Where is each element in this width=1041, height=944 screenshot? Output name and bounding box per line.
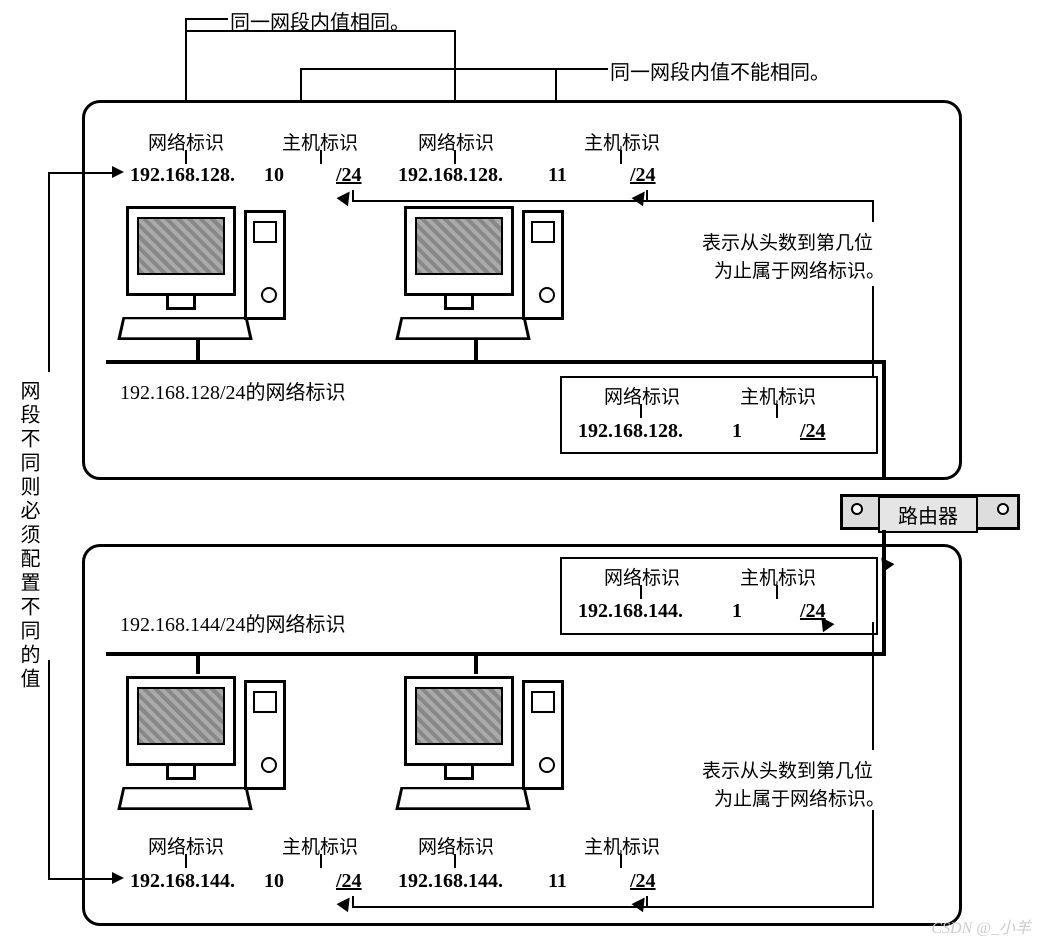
bits-note-1: 表示从头数到第几位 [702, 228, 873, 255]
conn-line [352, 896, 354, 906]
label-host-id: 主机标识 [584, 832, 660, 859]
ip-net: 192.168.128. [130, 164, 235, 187]
pc-icon [126, 206, 286, 361]
conn-line [776, 585, 778, 599]
conn-line [300, 68, 608, 70]
note-diff-value: 同一网段内值不能相同。 [610, 56, 830, 85]
conn-line [352, 190, 354, 200]
net-bus-1 [106, 360, 886, 364]
conn-line [620, 150, 622, 164]
pc-icon [404, 206, 564, 361]
pc-icon [404, 676, 564, 831]
drop [882, 530, 886, 654]
conn-line [640, 585, 642, 599]
watermark: CSDN @_小羊 [931, 914, 1031, 938]
drop [196, 340, 200, 362]
conn-line [454, 150, 456, 164]
label-host-id: 主机标识 [740, 563, 816, 590]
ip-host: 1 [732, 420, 742, 443]
conn-line [48, 172, 50, 372]
conn-line [185, 854, 187, 868]
ip-net: 192.168.128. [578, 420, 683, 443]
conn-line [48, 878, 114, 880]
conn-line [620, 854, 622, 868]
ip-host: 10 [264, 870, 284, 893]
drop [196, 652, 200, 674]
conn-line [872, 810, 874, 906]
conn-line [352, 200, 874, 202]
ip-host: 11 [548, 870, 567, 893]
label-net-id: 网络标识 [418, 128, 494, 155]
arrow [112, 166, 124, 178]
label-net-id: 网络标识 [418, 832, 494, 859]
subnet1-desc: 192.168.128/24的网络标识 [120, 376, 346, 405]
bits-note-1b: 为止属于网络标识。 [714, 256, 885, 283]
conn-line [776, 404, 778, 418]
conn-line [872, 200, 874, 222]
conn-line [640, 404, 642, 418]
conn-line [48, 660, 50, 880]
bits-note-2b: 为止属于网络标识。 [714, 784, 885, 811]
conn-line [48, 172, 114, 174]
ip-host: 11 [548, 164, 567, 187]
ip-net: 192.168.144. [578, 600, 683, 623]
label-host-id: 主机标识 [584, 128, 660, 155]
drop [882, 360, 886, 480]
conn-line [646, 190, 648, 200]
label-net-id: 网络标识 [604, 382, 680, 409]
ip-net: 192.168.128. [398, 164, 503, 187]
cidr: /24 [800, 420, 826, 443]
subnet2-desc: 192.168.144/24的网络标识 [120, 608, 346, 637]
ip-net: 192.168.144. [130, 870, 235, 893]
arrow [112, 872, 124, 884]
net-bus-2 [106, 652, 886, 656]
conn-line [454, 854, 456, 868]
diagram-canvas: 同一网段内值相同。 同一网段内值不能相同。 网络标识 主机标识 网络标识 主机标… [0, 0, 1041, 944]
ip-host: 10 [264, 164, 284, 187]
bits-note-2: 表示从头数到第几位 [702, 756, 873, 783]
ip-net: 192.168.144. [398, 870, 503, 893]
conn-line [320, 854, 322, 868]
conn-line [186, 18, 228, 20]
router-label: 路由器 [878, 496, 978, 533]
label-host-id: 主机标识 [740, 382, 816, 409]
label-net-id: 网络标识 [604, 563, 680, 590]
ip-host: 1 [732, 600, 742, 623]
conn-line [872, 622, 874, 750]
conn-line [185, 30, 455, 32]
conn-line [352, 906, 874, 908]
drop [474, 340, 478, 362]
pc-icon [126, 676, 286, 831]
conn-line [185, 150, 187, 164]
conn-line [320, 150, 322, 164]
drop [474, 652, 478, 674]
left-note: 网段不同则必须配置不同的值 [14, 380, 43, 692]
conn-line [646, 896, 648, 906]
